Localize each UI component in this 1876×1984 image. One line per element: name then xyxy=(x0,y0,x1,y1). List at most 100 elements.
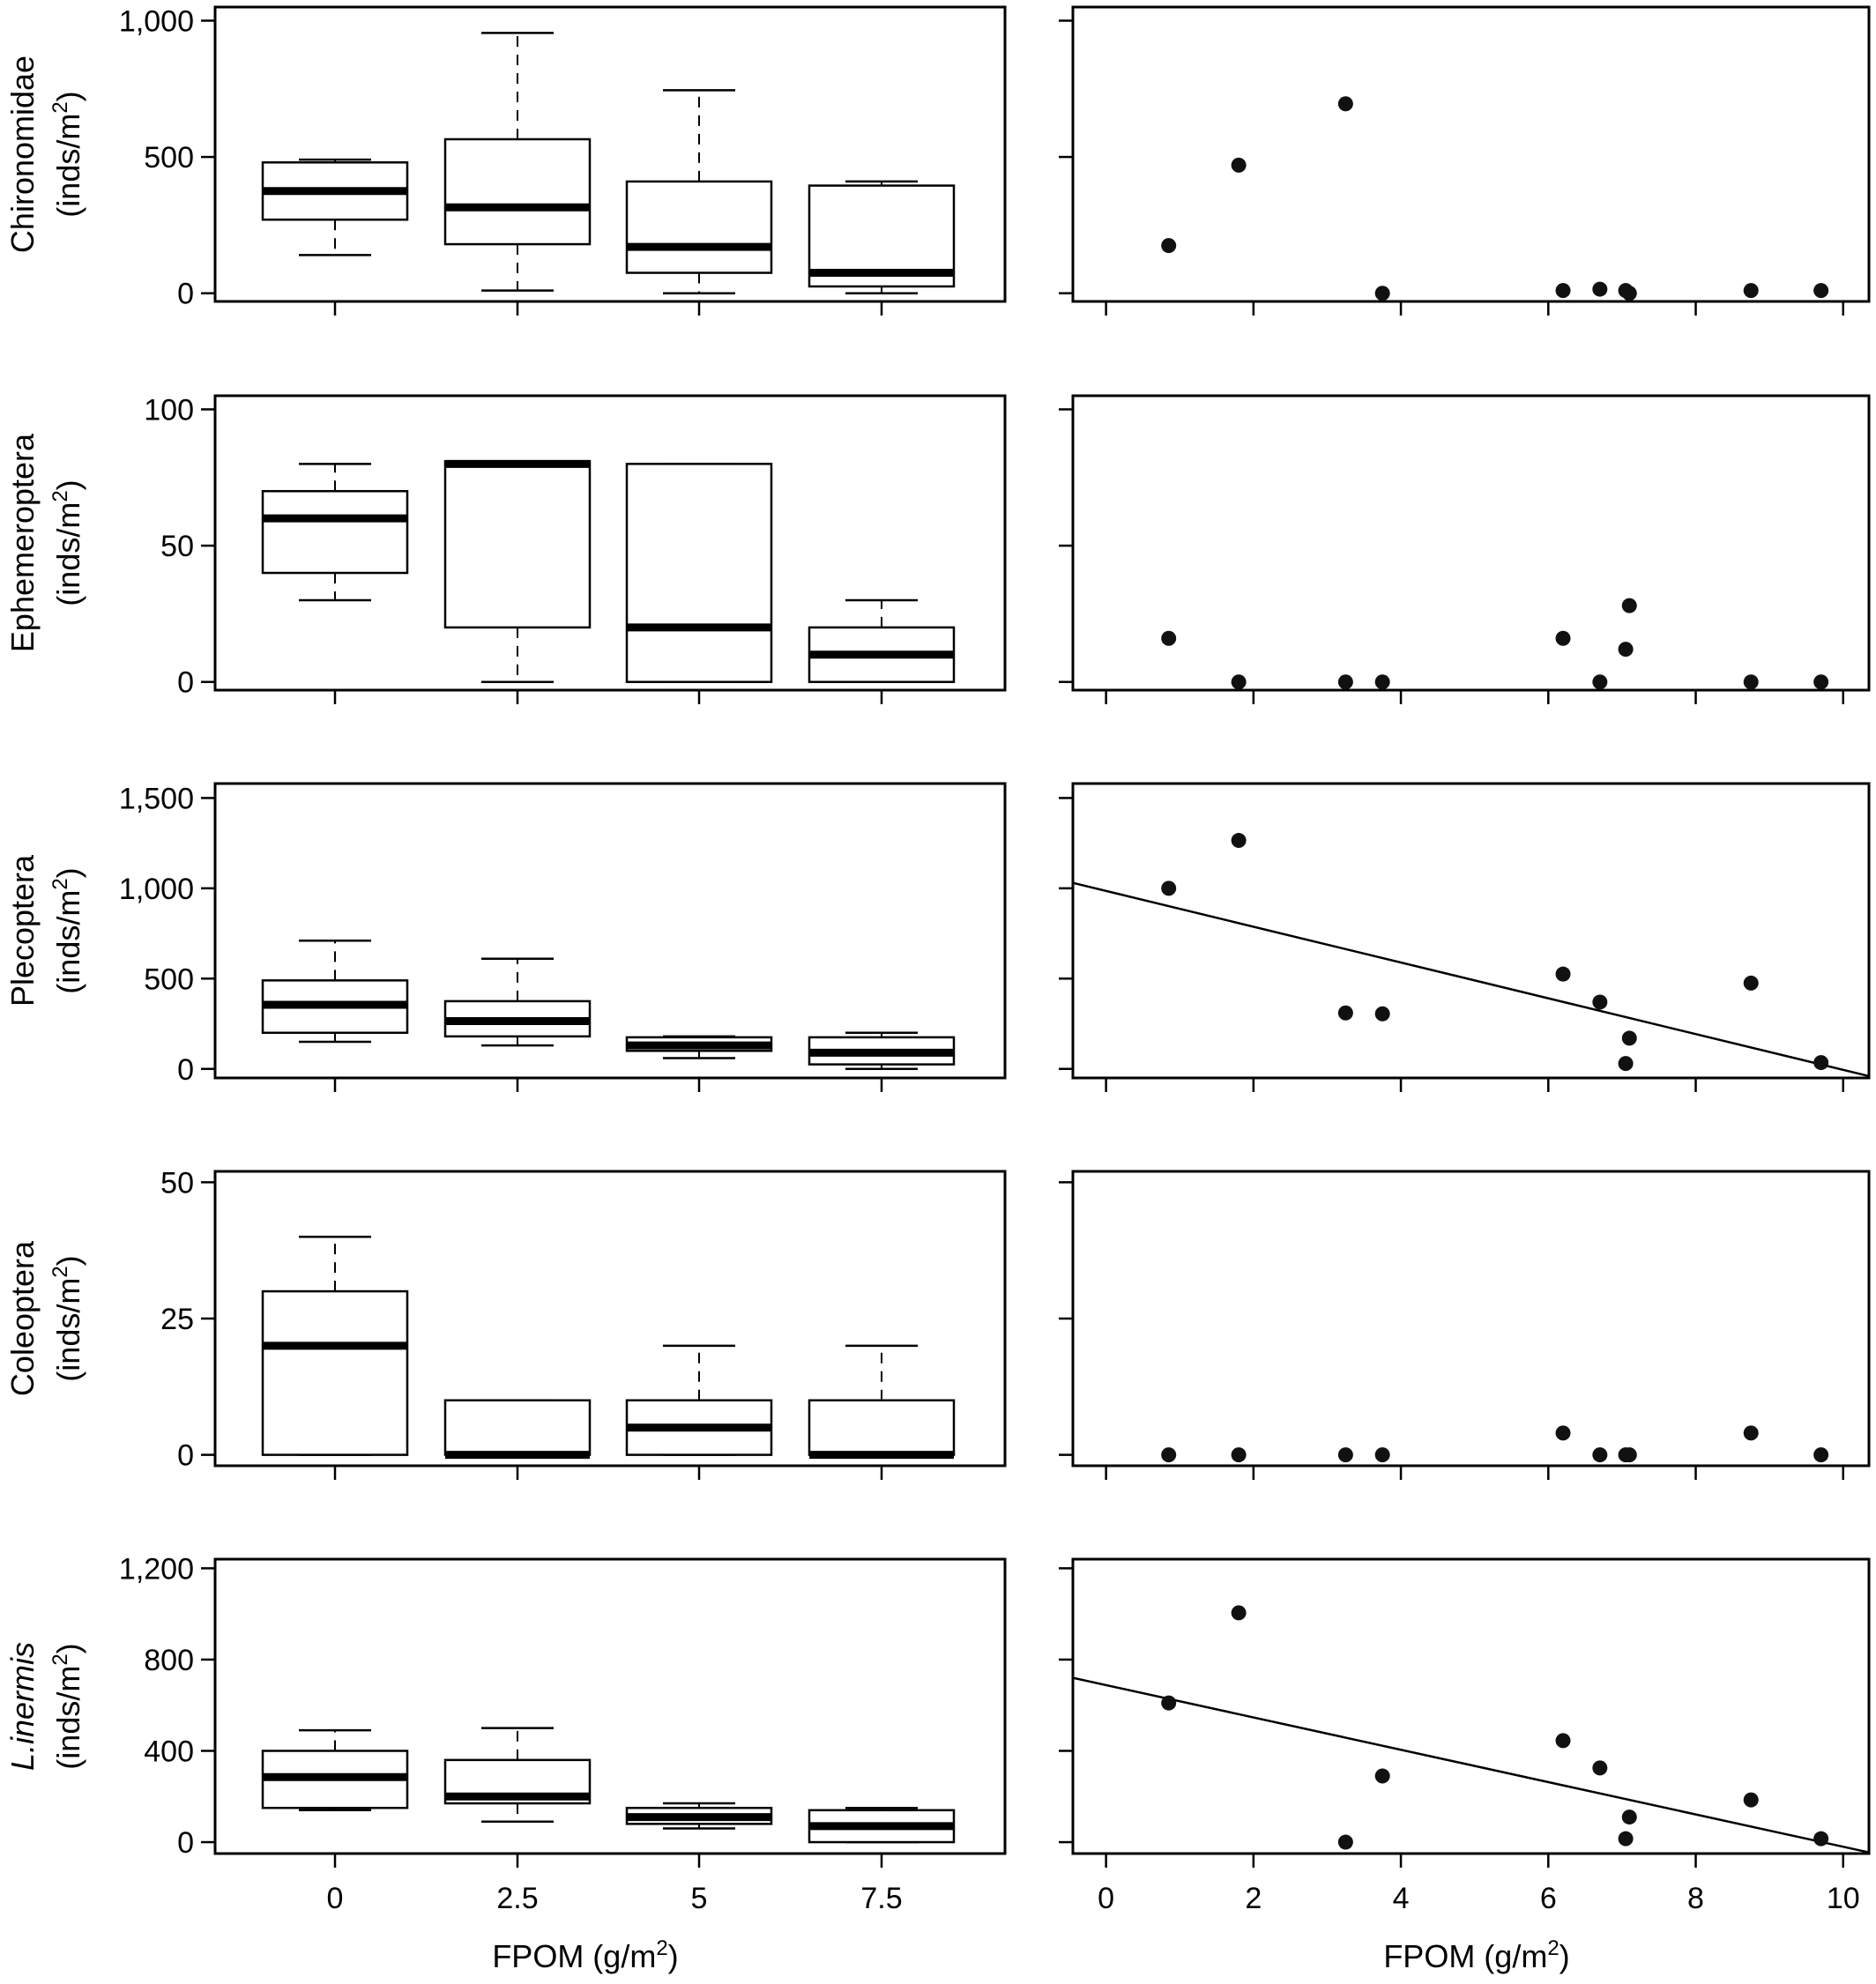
scatter-point xyxy=(1592,674,1608,690)
scatter-point xyxy=(1231,674,1247,690)
boxplot-panel-4: 0 400 800 1,200 0 2.5 5 7.5 L.inermis (inds/m2) xyxy=(4,1552,1007,1915)
box-7.5 xyxy=(808,1031,956,1071)
scatter-point xyxy=(1743,674,1759,690)
y-tick-label: 1,000 xyxy=(119,873,194,906)
x-axis-label-left: FPOM (g/m2) xyxy=(492,1936,678,1974)
y-tick-label: 50 xyxy=(160,530,194,563)
box-iqr xyxy=(261,1289,409,1456)
y-tick-label: 500 xyxy=(144,141,194,175)
x-tick-label: 2 xyxy=(1245,1882,1262,1915)
y-tick-label: 1,000 xyxy=(119,4,194,38)
scatter-point xyxy=(1621,598,1637,613)
panel-frame xyxy=(213,1557,1007,1855)
x-axis-label-right-sup: 2 xyxy=(1547,1936,1559,1960)
box-iqr xyxy=(443,137,592,246)
scatter-point xyxy=(1621,286,1637,301)
y-unit-sup: 2 xyxy=(48,1653,72,1665)
regression-line xyxy=(1072,1676,1870,1854)
box-iqr xyxy=(261,489,409,575)
y-unit-text: (inds/m xyxy=(50,1278,86,1382)
box-2.5 xyxy=(443,957,592,1047)
scatter-panel-1 xyxy=(1059,394,1871,704)
x-tick-label: 8 xyxy=(1687,1882,1704,1915)
box-iqr xyxy=(808,1399,956,1456)
boxplot-panel-2: 0 500 1,000 1,500 Plecoptera (inds/m2) xyxy=(4,782,1007,1092)
x-tick-label: 5 xyxy=(691,1882,708,1915)
box-iqr xyxy=(625,463,773,683)
boxplot-panel-0: 0 500 1,000 Chironomidae (inds/m2) xyxy=(4,4,1007,316)
x-tick-label: 2.5 xyxy=(496,1882,538,1915)
x-axis-label-right-text: FPOM (g/m xyxy=(1383,1938,1547,1974)
y-axis-label-unit: (inds/m2) xyxy=(48,1643,86,1769)
scatter-point xyxy=(1743,1792,1759,1808)
box-7.5 xyxy=(808,180,956,294)
box-2.5 xyxy=(443,32,592,292)
y-axis-label-taxon: Plecoptera xyxy=(4,854,41,1007)
scatter-point xyxy=(1161,630,1177,646)
x-axis-label-left-text: FPOM (g/m xyxy=(492,1938,656,1974)
scatter-point xyxy=(1374,1447,1390,1463)
scatter-point xyxy=(1813,1831,1829,1847)
box-5 xyxy=(625,89,773,294)
y-unit-close: ) xyxy=(50,867,86,878)
y-tick-label: 0 xyxy=(177,666,194,700)
scatter-point xyxy=(1374,286,1390,301)
scatter-point xyxy=(1592,281,1608,297)
y-axis-label-unit: (inds/m2) xyxy=(48,479,86,606)
box-2.5 xyxy=(443,1727,592,1824)
y-tick-label: 0 xyxy=(177,1439,194,1473)
scatter-point xyxy=(1337,1447,1353,1463)
scatter-point xyxy=(1743,975,1759,991)
panel-frame xyxy=(213,782,1007,1080)
scatter-point xyxy=(1231,1605,1247,1621)
scatter-point xyxy=(1374,1006,1390,1022)
box-7.5 xyxy=(808,1806,956,1844)
y-unit-sup: 2 xyxy=(48,878,72,889)
scatter-point xyxy=(1592,1447,1608,1463)
box-5 xyxy=(625,463,773,683)
box-7.5 xyxy=(808,1344,956,1460)
box-7.5 xyxy=(808,598,956,683)
scatter-point xyxy=(1555,630,1571,646)
box-0 xyxy=(261,1728,409,1812)
scatter-point xyxy=(1161,1447,1177,1463)
x-tick-label: 7.5 xyxy=(860,1882,902,1915)
scatter-point xyxy=(1621,1030,1637,1046)
panel-frame xyxy=(1071,394,1871,692)
scatter-point xyxy=(1555,1733,1571,1749)
x-tick-label: 0 xyxy=(1098,1882,1114,1915)
scatter-point xyxy=(1621,1809,1637,1825)
panel-frame xyxy=(1071,5,1871,303)
box-iqr xyxy=(443,1399,592,1456)
y-unit-text: (inds/m xyxy=(50,114,86,218)
y-tick-label: 25 xyxy=(160,1303,194,1336)
y-tick-label: 1,200 xyxy=(119,1552,194,1586)
panel-frame xyxy=(1071,1557,1871,1855)
scatter-panel-2 xyxy=(1059,782,1871,1092)
box-2.5 xyxy=(443,1399,592,1460)
box-5 xyxy=(625,1035,773,1059)
boxplot-panel-1: 0 50 100 Ephemeroptera (inds/m2) xyxy=(4,393,1007,704)
boxplot-panel-3: 0 25 50 Coleoptera (inds/m2) xyxy=(4,1166,1007,1480)
panel-frame xyxy=(1071,782,1871,1080)
box-0 xyxy=(261,463,409,602)
scatter-point xyxy=(1813,674,1829,690)
scatter-panel-0 xyxy=(1059,5,1871,316)
scatter-point xyxy=(1161,881,1177,896)
y-tick-label: 0 xyxy=(177,278,194,311)
x-axis-label-left-close: ) xyxy=(668,1938,679,1974)
box-0 xyxy=(261,940,409,1044)
y-tick-label: 0 xyxy=(177,1053,194,1087)
scatter-point xyxy=(1161,238,1177,254)
scatter-point xyxy=(1592,1760,1608,1776)
y-unit-sup: 2 xyxy=(48,1266,72,1277)
x-tick-label: 10 xyxy=(1827,1882,1860,1915)
box-0 xyxy=(261,158,409,256)
y-tick-label: 500 xyxy=(144,962,194,996)
scatter-point xyxy=(1374,1768,1390,1784)
box-iqr xyxy=(625,180,773,274)
scatter-panel-3 xyxy=(1059,1170,1871,1480)
y-axis-label-taxon: Chironomidae xyxy=(4,56,41,253)
y-unit-text: (inds/m xyxy=(50,890,86,994)
